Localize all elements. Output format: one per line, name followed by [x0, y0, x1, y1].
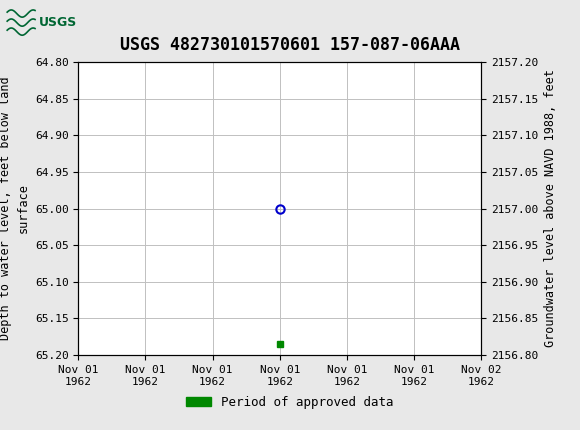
Legend: Period of approved data: Period of approved data	[181, 390, 399, 414]
Y-axis label: Depth to water level, feet below land
surface: Depth to water level, feet below land su…	[0, 77, 29, 341]
Text: USGS 482730101570601 157-087-06AAA: USGS 482730101570601 157-087-06AAA	[120, 36, 460, 54]
Text: USGS: USGS	[39, 16, 78, 29]
Y-axis label: Groundwater level above NAVD 1988, feet: Groundwater level above NAVD 1988, feet	[544, 70, 557, 347]
